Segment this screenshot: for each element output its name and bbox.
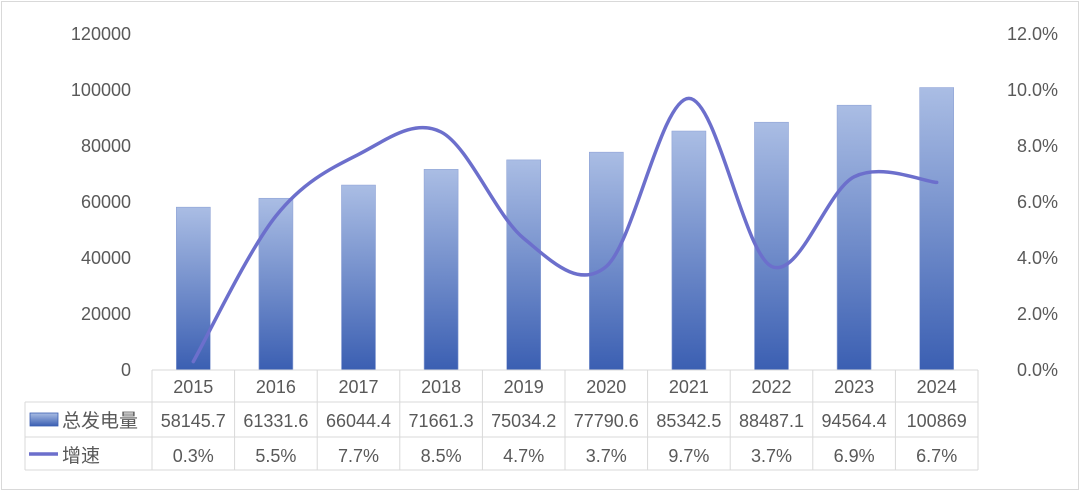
bar-2023 <box>836 104 872 371</box>
table-value-generation: 85342.5 <box>656 411 721 431</box>
bar-2021 <box>671 130 707 371</box>
bar-2018 <box>423 169 459 371</box>
left-axis-tick-label: 80000 <box>81 136 131 156</box>
table-value-generation: 100869 <box>907 411 967 431</box>
table-value-generation: 61331.6 <box>243 411 308 431</box>
table-value-growth: 6.7% <box>916 446 957 466</box>
category-label: 2015 <box>173 377 213 397</box>
bar-2015 <box>176 206 211 371</box>
legend-bar-swatch <box>29 412 59 427</box>
bar-2020 <box>588 151 624 371</box>
right-axis-tick-label: 0.0% <box>1017 360 1058 380</box>
left-axis-tick-label: 120000 <box>71 24 131 44</box>
left-axis-tick-label: 40000 <box>81 248 131 268</box>
category-label: 2022 <box>751 377 791 397</box>
bar-2019 <box>506 159 542 371</box>
table-value-generation: 58145.7 <box>161 411 226 431</box>
table-value-generation: 77790.6 <box>574 411 639 431</box>
category-label: 2023 <box>834 377 874 397</box>
category-label: 2021 <box>669 377 709 397</box>
table-value-growth: 5.5% <box>255 446 296 466</box>
right-axis-tick-label: 2.0% <box>1017 304 1058 324</box>
bar-2022 <box>754 121 789 371</box>
table-value-growth: 4.7% <box>503 446 544 466</box>
table-value-growth: 9.7% <box>668 446 709 466</box>
table-value-generation: 71661.3 <box>409 411 474 431</box>
bar-2017 <box>341 184 376 371</box>
table-value-generation: 94564.4 <box>822 411 887 431</box>
right-axis-tick-label: 12.0% <box>1007 24 1058 44</box>
right-axis-tick-label: 10.0% <box>1007 80 1058 100</box>
table-value-growth: 7.7% <box>338 446 379 466</box>
right-axis-tick-label: 8.0% <box>1017 136 1058 156</box>
table-value-growth: 3.7% <box>751 446 792 466</box>
category-label: 2018 <box>421 377 461 397</box>
table-value-growth: 8.5% <box>421 446 462 466</box>
category-label: 2019 <box>504 377 544 397</box>
left-axis-tick-label: 0 <box>121 360 131 380</box>
table-value-growth: 3.7% <box>586 446 627 466</box>
category-label: 2016 <box>256 377 296 397</box>
table-value-growth: 0.3% <box>173 446 214 466</box>
table-value-generation: 75034.2 <box>491 411 556 431</box>
legend-label-generation: 总发电量 <box>62 410 138 432</box>
bar-2024 <box>919 87 955 371</box>
left-axis-tick-label: 60000 <box>81 192 131 212</box>
table-value-generation: 66044.4 <box>326 411 391 431</box>
table-value-generation: 88487.1 <box>739 411 804 431</box>
bar-2016 <box>258 197 294 371</box>
category-label: 2024 <box>917 377 957 397</box>
right-axis-tick-label: 6.0% <box>1017 192 1058 212</box>
legend-label-growth: 增速 <box>62 445 100 467</box>
category-label: 2020 <box>586 377 626 397</box>
table-value-growth: 6.9% <box>834 446 875 466</box>
growth-line <box>191 96 939 364</box>
left-axis-tick-label: 100000 <box>71 80 131 100</box>
left-axis-tick-label: 20000 <box>81 304 131 324</box>
right-axis-tick-label: 4.0% <box>1017 248 1058 268</box>
category-label: 2017 <box>338 377 378 397</box>
